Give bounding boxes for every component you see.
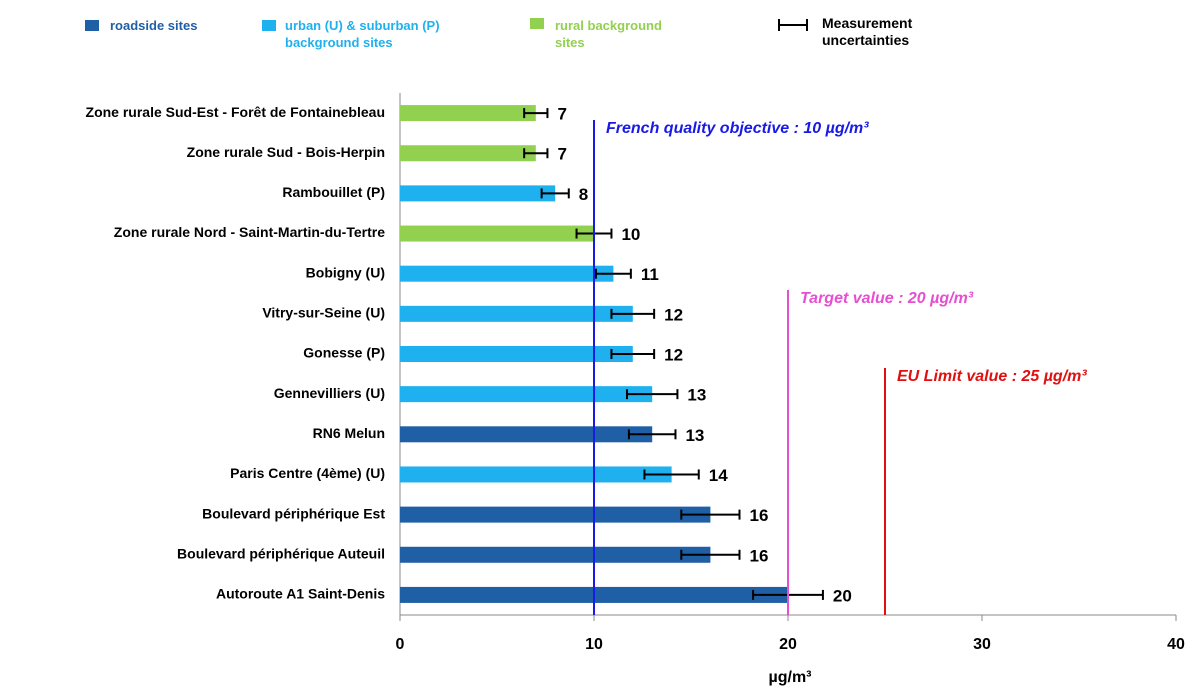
y-tick-label: Boulevard périphérique Est bbox=[202, 505, 385, 521]
value-label: 8 bbox=[579, 185, 588, 204]
y-tick-label: Rambouillet (P) bbox=[282, 184, 385, 200]
reference-label: EU Limit value : 25 µg/m³ bbox=[897, 368, 1087, 385]
error-bar bbox=[627, 429, 677, 440]
reference-label: Target value : 20 µg/m³ bbox=[800, 290, 974, 307]
reference-label: French quality objective : 10 µg/m³ bbox=[606, 120, 869, 137]
y-tick-label: Vitry-sur-Seine (U) bbox=[262, 305, 385, 321]
error-bar bbox=[523, 148, 549, 159]
y-tick-label: Zone rurale Sud - Bois-Herpin bbox=[187, 144, 385, 160]
bar bbox=[400, 426, 653, 443]
value-label: 12 bbox=[664, 345, 683, 364]
x-tick-label: 30 bbox=[973, 636, 991, 653]
bar bbox=[400, 265, 614, 282]
bar bbox=[400, 185, 556, 202]
legend-label: rural background sites bbox=[555, 18, 662, 50]
legend-swatch bbox=[262, 20, 276, 31]
error-bar bbox=[610, 349, 656, 359]
value-label: 14 bbox=[709, 466, 728, 485]
value-label: 16 bbox=[750, 506, 769, 525]
error-bar bbox=[680, 509, 741, 520]
error-bar bbox=[643, 469, 700, 480]
x-tick-label: 0 bbox=[396, 636, 405, 653]
y-tick-label: Zone rurale Nord - Saint-Martin-du-Tertr… bbox=[114, 224, 385, 240]
bar bbox=[400, 105, 536, 122]
y-tick-label: Gonesse (P) bbox=[303, 345, 385, 361]
value-label: 16 bbox=[750, 546, 769, 565]
y-tick-label: Bobigny (U) bbox=[306, 264, 385, 280]
x-tick-label: 10 bbox=[585, 636, 603, 653]
error-bar bbox=[610, 308, 656, 319]
legend-label: Measurement uncertainties bbox=[822, 15, 913, 48]
x-tick-label: 40 bbox=[1167, 636, 1185, 653]
x-tick-label: 20 bbox=[779, 636, 797, 653]
value-label: 13 bbox=[685, 426, 704, 445]
bar bbox=[400, 506, 711, 523]
bar bbox=[400, 546, 711, 563]
bar bbox=[400, 466, 672, 483]
y-tick-label: Boulevard périphérique Auteuil bbox=[177, 545, 385, 561]
error-bar bbox=[523, 108, 549, 119]
value-label: 11 bbox=[641, 265, 659, 284]
error-bar bbox=[625, 389, 679, 400]
value-label: 7 bbox=[557, 105, 566, 124]
error-bar bbox=[540, 188, 570, 199]
y-tick-label: Zone rurale Sud-Est - Forêt de Fontaineb… bbox=[86, 104, 385, 120]
value-label: 13 bbox=[687, 386, 706, 405]
y-tick-label: Paris Centre (4ème) (U) bbox=[230, 465, 385, 481]
bar bbox=[400, 145, 536, 162]
bar bbox=[400, 225, 594, 242]
y-tick-label: RN6 Melun bbox=[313, 425, 385, 441]
legend-swatch bbox=[530, 18, 544, 29]
y-tick-label: Autoroute A1 Saint-Denis bbox=[216, 586, 385, 602]
error-bar bbox=[594, 268, 632, 279]
bar bbox=[400, 346, 633, 362]
legend-swatch bbox=[85, 20, 99, 31]
y-tick-label: Gennevilliers (U) bbox=[274, 385, 385, 401]
value-label: 10 bbox=[621, 225, 640, 244]
bar bbox=[400, 386, 653, 403]
value-label: 12 bbox=[664, 305, 683, 324]
legend-label: urban (U) & suburban (P) background site… bbox=[285, 18, 440, 50]
value-label: 20 bbox=[833, 586, 852, 605]
error-legend-icon bbox=[778, 19, 808, 31]
bar bbox=[400, 305, 633, 322]
error-bar bbox=[680, 549, 741, 560]
x-axis-label: µg/m³ bbox=[769, 669, 812, 686]
legend-label: roadside sites bbox=[110, 18, 198, 33]
value-label: 7 bbox=[557, 145, 566, 164]
